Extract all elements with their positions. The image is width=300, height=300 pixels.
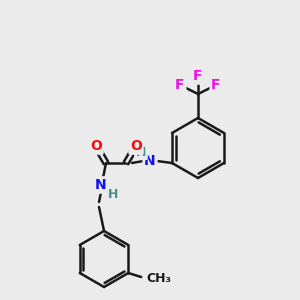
Text: CH₃: CH₃: [146, 272, 171, 284]
Text: F: F: [193, 69, 203, 83]
Text: O: O: [130, 139, 142, 153]
Text: F: F: [211, 78, 221, 92]
Text: N: N: [95, 178, 107, 192]
Text: H: H: [136, 146, 146, 158]
Text: O: O: [90, 139, 102, 153]
Text: F: F: [175, 78, 185, 92]
Text: N: N: [144, 154, 156, 168]
Text: H: H: [108, 188, 118, 200]
